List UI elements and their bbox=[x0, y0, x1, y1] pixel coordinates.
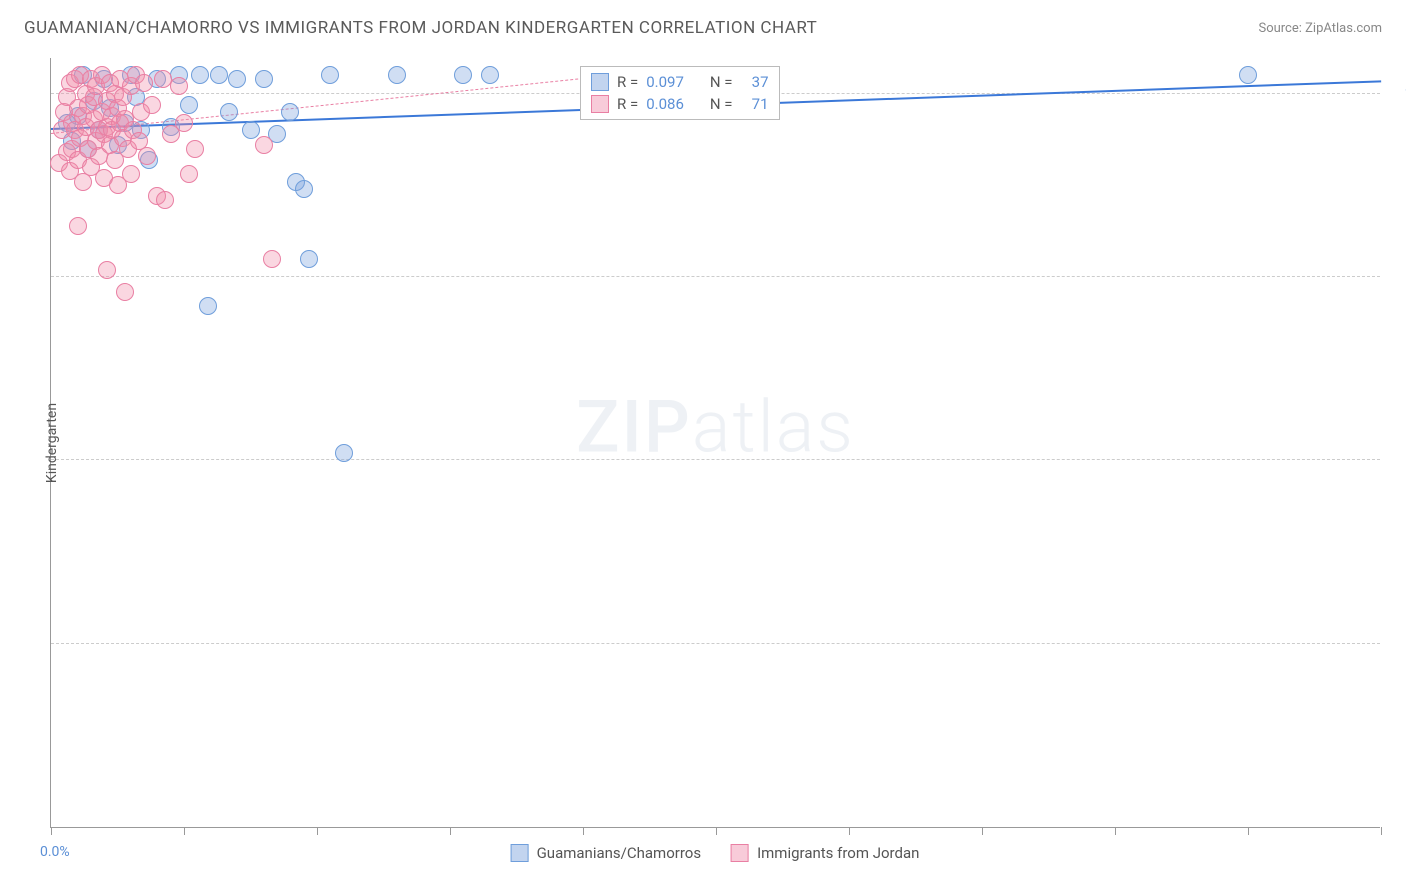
gridline bbox=[51, 643, 1380, 644]
x-tick bbox=[982, 827, 983, 835]
x-axis-min-label: 0.0% bbox=[40, 844, 70, 860]
data-point bbox=[454, 66, 472, 84]
data-point bbox=[138, 147, 156, 165]
n-label: N = bbox=[710, 95, 733, 113]
x-tick bbox=[849, 827, 850, 835]
stats-legend-row: R = 0.097 N = 37 bbox=[591, 71, 769, 93]
data-point bbox=[135, 74, 153, 92]
legend-swatch bbox=[731, 844, 749, 862]
watermark-atlas: atlas bbox=[692, 385, 855, 470]
watermark-zip: ZIP bbox=[576, 385, 692, 470]
x-tick bbox=[450, 827, 451, 835]
legend-label: Immigrants from Jordan bbox=[757, 844, 919, 862]
data-point bbox=[242, 121, 260, 139]
chart-header: GUAMANIAN/CHAMORRO VS IMMIGRANTS FROM JO… bbox=[0, 0, 1406, 48]
watermark: ZIPatlas bbox=[576, 385, 855, 470]
data-point bbox=[263, 250, 281, 268]
data-point bbox=[156, 191, 174, 209]
chart-area: ZIPatlas 85.0%90.0%95.0%100.0% Kindergar… bbox=[50, 58, 1380, 828]
x-tick bbox=[184, 827, 185, 835]
n-value: 37 bbox=[741, 73, 769, 91]
series-legend: Guamanians/Chamorros Immigrants from Jord… bbox=[511, 844, 920, 862]
gridline bbox=[51, 459, 1380, 460]
data-point bbox=[98, 261, 116, 279]
legend-swatch bbox=[591, 73, 609, 91]
data-point bbox=[210, 66, 228, 84]
gridline bbox=[51, 276, 1380, 277]
data-point bbox=[321, 66, 339, 84]
data-point bbox=[220, 103, 238, 121]
x-tick bbox=[317, 827, 318, 835]
r-value: 0.086 bbox=[646, 95, 684, 113]
data-point bbox=[191, 66, 209, 84]
stats-legend-row: R = 0.086 N = 71 bbox=[591, 93, 769, 115]
data-point bbox=[180, 165, 198, 183]
data-point bbox=[199, 297, 217, 315]
stats-legend: R = 0.097 N = 37 R = 0.086 N = 71 bbox=[580, 66, 780, 120]
data-point bbox=[295, 180, 313, 198]
data-point bbox=[180, 96, 198, 114]
x-tick bbox=[1381, 827, 1382, 835]
data-point bbox=[255, 136, 273, 154]
r-label: R = bbox=[617, 73, 638, 91]
r-value: 0.097 bbox=[646, 73, 684, 91]
chart-source: Source: ZipAtlas.com bbox=[1258, 21, 1382, 36]
chart-title: GUAMANIAN/CHAMORRO VS IMMIGRANTS FROM JO… bbox=[24, 18, 817, 38]
legend-swatch bbox=[591, 95, 609, 113]
legend-label: Guamanians/Chamorros bbox=[537, 844, 701, 862]
data-point bbox=[69, 217, 87, 235]
data-point bbox=[281, 103, 299, 121]
data-point bbox=[122, 165, 140, 183]
x-tick bbox=[51, 827, 52, 835]
x-tick bbox=[1248, 827, 1249, 835]
data-point bbox=[170, 77, 188, 95]
n-value: 71 bbox=[741, 95, 769, 113]
data-point bbox=[186, 140, 204, 158]
x-tick bbox=[716, 827, 717, 835]
data-point bbox=[143, 96, 161, 114]
data-point bbox=[116, 283, 134, 301]
r-label: R = bbox=[617, 95, 638, 113]
x-tick bbox=[1115, 827, 1116, 835]
legend-item: Immigrants from Jordan bbox=[731, 844, 919, 862]
legend-item: Guamanians/Chamorros bbox=[511, 844, 701, 862]
data-point bbox=[300, 250, 318, 268]
x-tick bbox=[583, 827, 584, 835]
data-point bbox=[335, 444, 353, 462]
data-point bbox=[175, 114, 193, 132]
data-point bbox=[228, 70, 246, 88]
data-point bbox=[255, 70, 273, 88]
data-point bbox=[1239, 66, 1257, 84]
data-point bbox=[388, 66, 406, 84]
y-axis-title: Kindergarten bbox=[44, 403, 60, 483]
n-label: N = bbox=[710, 73, 733, 91]
legend-swatch bbox=[511, 844, 529, 862]
data-point bbox=[481, 66, 499, 84]
plot-region: ZIPatlas 85.0%90.0%95.0%100.0% bbox=[50, 58, 1380, 828]
